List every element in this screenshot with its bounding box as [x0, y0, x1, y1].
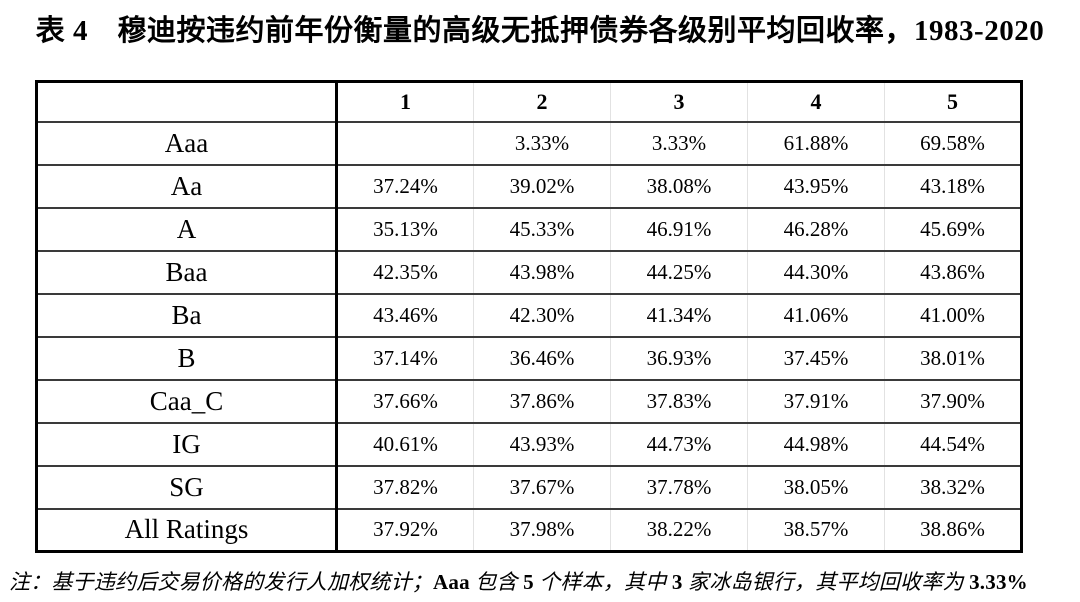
cell-value: 37.83%: [610, 379, 748, 424]
row-label: Aaa: [36, 121, 338, 166]
column-header: 2: [473, 81, 611, 123]
cell-value: 43.86%: [884, 250, 1022, 295]
cell-value: 45.33%: [473, 207, 611, 252]
cell-value: 38.32%: [884, 465, 1022, 510]
table-row: Aa 37.24% 39.02% 38.08% 43.95% 43.18%: [36, 164, 1022, 209]
row-label: All Ratings: [36, 508, 338, 552]
cell-value: 61.88%: [747, 121, 885, 166]
cell-value: 41.06%: [747, 293, 885, 338]
cell-value: 37.78%: [610, 465, 748, 510]
cell-value: 44.54%: [884, 422, 1022, 467]
footnote-segment: 家冰岛银行，其平均回收率为: [682, 570, 970, 594]
footnote-segment: 5: [523, 570, 534, 594]
cell-value: 37.92%: [336, 508, 474, 552]
footnote-segment: 个样本，其中: [533, 570, 672, 594]
cell-value: 37.86%: [473, 379, 611, 424]
table-row: Ba 43.46% 42.30% 41.34% 41.06% 41.00%: [36, 293, 1022, 338]
cell-value: 37.66%: [336, 379, 474, 424]
cell-value: 42.35%: [336, 250, 474, 295]
row-label: IG: [36, 422, 338, 467]
cell-value: 42.30%: [473, 293, 611, 338]
cell-value: 38.01%: [884, 336, 1022, 381]
table-row: Caa_C 37.66% 37.86% 37.83% 37.91% 37.90%: [36, 379, 1022, 424]
column-header: 3: [610, 81, 748, 123]
cell-value: 35.13%: [336, 207, 474, 252]
cell-value: 37.90%: [884, 379, 1022, 424]
cell-value: 38.22%: [610, 508, 748, 552]
cell-value: 38.08%: [610, 164, 748, 209]
cell-value: 37.98%: [473, 508, 611, 552]
footnote-segment: 包含: [469, 570, 524, 594]
footnote-segment: 3: [671, 570, 683, 594]
cell-value: 69.58%: [884, 121, 1022, 166]
cell-value: 37.67%: [473, 465, 611, 510]
row-label: A: [36, 207, 338, 252]
table-row: SG 37.82% 37.67% 37.78% 38.05% 38.32%: [36, 465, 1022, 510]
cell-value: 37.45%: [747, 336, 885, 381]
cell-value: 37.14%: [336, 336, 474, 381]
cell-value: 45.69%: [884, 207, 1022, 252]
table-title: 表 4 穆迪按违约前年份衡量的高级无抵押债券各级别平均回收率，1983-2020: [35, 15, 1045, 47]
column-header: 1: [336, 81, 474, 123]
row-label: SG: [36, 465, 338, 510]
cell-value: 41.34%: [610, 293, 748, 338]
cell-value: 3.33%: [610, 121, 748, 166]
table-row: IG 40.61% 43.93% 44.73% 44.98% 44.54%: [36, 422, 1022, 467]
cell-value: 37.24%: [336, 164, 474, 209]
table-row: B 37.14% 36.46% 36.93% 37.45% 38.01%: [36, 336, 1022, 381]
cell-value: 38.05%: [747, 465, 885, 510]
footnote-segment: 3.33%: [969, 570, 1028, 594]
cell-value: 36.93%: [610, 336, 748, 381]
row-label: Ba: [36, 293, 338, 338]
cell-value: 39.02%: [473, 164, 611, 209]
footnote: 注：基于违约后交易价格的发行人加权统计；Aaa 包含 5 个样本，其中 3 家冰…: [9, 566, 1075, 596]
cell-value: 3.33%: [473, 121, 611, 166]
table-row: A 35.13% 45.33% 46.91% 46.28% 45.69%: [36, 207, 1022, 252]
cell-value: 36.46%: [473, 336, 611, 381]
cell-value: 43.46%: [336, 293, 474, 338]
cell-value: 38.57%: [747, 508, 885, 552]
table-row: All Ratings 37.92% 37.98% 38.22% 38.57% 38.86…: [36, 508, 1022, 552]
cell-value: 43.98%: [473, 250, 611, 295]
table-row: Aaa 3.33% 3.33% 61.88% 69.58%: [36, 121, 1022, 166]
cell-value: 43.93%: [473, 422, 611, 467]
corner-cell: [36, 81, 338, 123]
cell-value: 41.00%: [884, 293, 1022, 338]
cell-value: [336, 121, 474, 166]
column-header: 5: [884, 81, 1022, 123]
row-label: Caa_C: [36, 379, 338, 424]
column-header: 4: [747, 81, 885, 123]
cell-value: 44.98%: [747, 422, 885, 467]
cell-value: 38.86%: [920, 517, 985, 542]
row-label: Aa: [36, 164, 338, 209]
cell-value: 37.91%: [747, 379, 885, 424]
table-row: Baa 42.35% 43.98% 44.25% 44.30% 43.86%: [36, 250, 1022, 295]
cell-value: 44.30%: [747, 250, 885, 295]
footnote-segment: Aaa: [433, 570, 470, 594]
row-label: Baa: [36, 250, 338, 295]
cell-value: 46.91%: [610, 207, 748, 252]
cell-value: 43.95%: [747, 164, 885, 209]
cell-value: 44.25%: [610, 250, 748, 295]
cell-value: 46.28%: [747, 207, 885, 252]
footnote-segment: 注：基于违约后交易价格的发行人加权统计；: [9, 570, 433, 594]
cell-value: 44.73%: [610, 422, 748, 467]
cell-value: 40.61%: [336, 422, 474, 467]
cell-value: 37.82%: [336, 465, 474, 510]
row-label: B: [36, 336, 338, 381]
cell-value: 43.18%: [884, 164, 1022, 209]
